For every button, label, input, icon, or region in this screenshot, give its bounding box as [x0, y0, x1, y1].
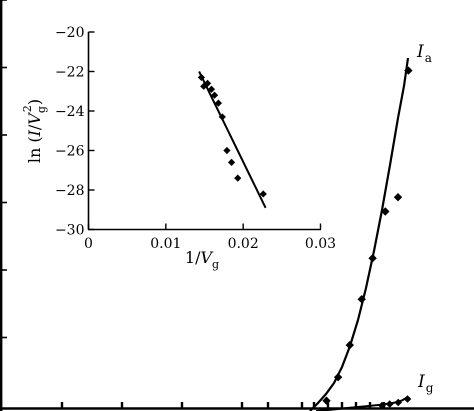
ig-point: [403, 395, 412, 403]
inset-point: [234, 174, 242, 182]
inset-y-tick-label: −20: [55, 25, 85, 41]
inset-y-label-slash: /: [25, 124, 44, 130]
inset-point: [207, 85, 216, 93]
ia-points: [322, 66, 413, 405]
inset-y-label-sup: 2: [21, 105, 34, 112]
inset-point: [218, 113, 226, 121]
ia-point: [357, 295, 366, 304]
inset-y-label: ln (I/Vg2): [21, 99, 48, 163]
inset-y-tick-label: −30: [55, 223, 85, 239]
inset-y-label-pre: ln (: [25, 136, 44, 163]
inset-x-label: 1/Vg: [185, 248, 219, 271]
ia-fit-curve: [309, 57, 410, 411]
inset-y-label-v: V: [25, 112, 44, 125]
ig-label-sub: g: [426, 381, 434, 395]
inset-x-label-pre: 1/: [185, 248, 201, 267]
ia-point: [381, 207, 390, 216]
inset-point: [259, 190, 267, 198]
ig-label-main: I: [417, 372, 425, 392]
ig-point: [378, 401, 386, 410]
inset-y-tick-label: −26: [55, 144, 85, 160]
ig-point: [394, 398, 402, 407]
inset-y-tick-label: −24: [55, 104, 85, 120]
inset-plot: −20 −22 −24 −26 −28 −30 0 0.01 0.02 0.03 1/Vg ln…: [21, 25, 336, 271]
inset-point: [214, 99, 223, 107]
ia-point: [404, 66, 413, 75]
ig-fit-curve: [315, 396, 409, 411]
ia-label-sub: a: [425, 51, 432, 65]
inset-y-label-i: I: [25, 129, 44, 137]
inset-point: [203, 79, 212, 87]
inset-point: [227, 158, 236, 166]
ia-point: [345, 340, 354, 350]
inset-y-tick-label: −22: [55, 65, 85, 81]
inset-point: [223, 146, 231, 155]
ia-point: [393, 193, 403, 202]
ia-point: [322, 396, 331, 405]
inset-point: [210, 91, 219, 99]
inset-x-tick-label: 0.01: [150, 236, 181, 252]
inset-x-label-main: V: [200, 248, 213, 267]
inset-points: [197, 73, 267, 198]
inset-point: [197, 73, 206, 82]
ia-point: [333, 373, 343, 382]
inset-fit-line: [198, 71, 267, 209]
ia-label: Ia: [416, 42, 432, 65]
inset-x-tick-label: 0: [84, 236, 93, 252]
inset-x-ticks: 0 0.01 0.02 0.03: [84, 223, 336, 252]
ig-points: [378, 395, 412, 410]
ia-point: [368, 254, 377, 263]
inset-x-tick-label: 0.03: [305, 236, 336, 252]
ia-label-main: I: [416, 42, 424, 62]
inset-x-tick-label: 0.02: [228, 236, 259, 252]
inset-y-ticks: −20 −22 −24 −26 −28 −30: [55, 25, 95, 239]
ig-point: [385, 400, 394, 408]
inset-y-label-post: ): [25, 99, 44, 105]
inset-y-label-sub: g: [35, 106, 48, 113]
inset-y-tick-label: −28: [55, 183, 85, 199]
ig-label: Ig: [417, 372, 434, 395]
main-y-ticks: [0, 0, 7, 339]
inset-x-label-sub: g: [212, 258, 219, 271]
